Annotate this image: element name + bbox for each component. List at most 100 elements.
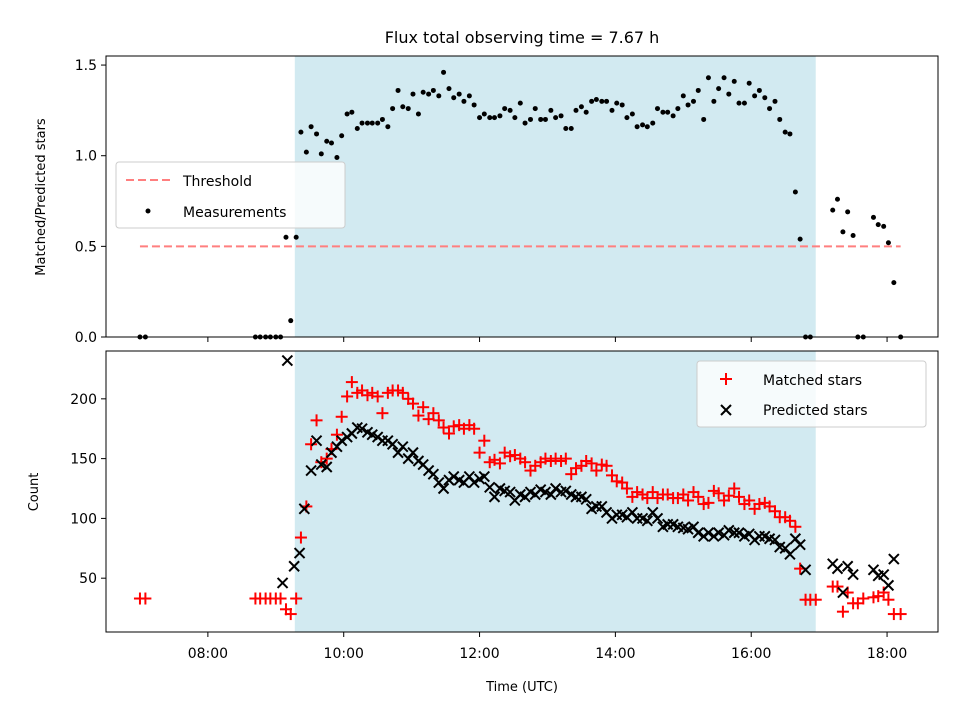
predicted-stars-point xyxy=(356,423,368,435)
measurements-point xyxy=(298,129,304,135)
measurements-point xyxy=(517,100,523,106)
measurements-point xyxy=(741,100,747,106)
predicted-stars-point xyxy=(877,568,890,581)
predicted-stars-point xyxy=(702,527,715,539)
measurements-point xyxy=(538,116,544,122)
predicted-stars-point xyxy=(769,534,781,546)
measurements-point xyxy=(512,115,518,121)
predicted-stars-point xyxy=(831,562,844,575)
bottom-xlabel: Time (UTC) xyxy=(485,680,558,695)
measurements-point xyxy=(650,120,656,126)
measurements-point xyxy=(644,124,650,130)
measurements-point xyxy=(654,106,660,112)
top-ylabel: Matched/Predicted stars xyxy=(34,118,49,276)
predicted-stars-point xyxy=(386,438,399,450)
measurements-point xyxy=(344,111,350,117)
matched-stars-point xyxy=(783,514,796,527)
matched-stars-point xyxy=(274,592,287,605)
measurements-point xyxy=(314,131,320,137)
predicted-legend-swatch xyxy=(720,404,732,416)
predicted-stars-point xyxy=(847,568,859,581)
measurements-point xyxy=(400,104,406,110)
matched-stars-point xyxy=(473,446,486,459)
measurements-point xyxy=(762,95,768,101)
measurements-point xyxy=(787,131,793,137)
matched-stars-point xyxy=(442,427,455,440)
top-ytick-label: 0.5 xyxy=(75,239,97,255)
matched-stars-point xyxy=(610,475,623,488)
measurements-point xyxy=(354,126,360,132)
measurements-point xyxy=(390,106,396,112)
bottom-panel: 50 100 150 200 08:00 10:00 12:00 14:00 16:00 18:0… xyxy=(27,350,939,695)
matched-stars-point xyxy=(569,462,582,475)
measurements-point xyxy=(619,102,625,108)
measurements-point xyxy=(328,140,334,146)
matched-stars-point xyxy=(836,605,849,618)
matched-stars-point xyxy=(320,452,333,465)
predicted-stars-point xyxy=(549,482,562,495)
top-ytick-label: 1.5 xyxy=(75,58,97,74)
matched-stars-point xyxy=(335,410,348,423)
predicted-stars-point xyxy=(784,548,796,560)
matched-stars-point xyxy=(702,496,715,509)
xtick-label: 08:00 xyxy=(188,646,228,662)
predicted-stars-point xyxy=(437,482,450,495)
xtick-label: 18:00 xyxy=(867,646,907,662)
predicted-stars-point xyxy=(478,470,491,483)
measurements-point xyxy=(604,98,610,104)
measurements-point xyxy=(731,78,737,84)
measurements-point xyxy=(695,87,701,93)
measurements-point xyxy=(548,107,554,113)
predicted-stars-point xyxy=(288,560,300,572)
matched-legend-swatch xyxy=(720,373,732,385)
matched-stars-point xyxy=(590,464,603,477)
top-observing-window xyxy=(294,56,816,337)
measurements-point xyxy=(405,106,411,112)
measurements-point xyxy=(593,97,599,103)
measurements-point xyxy=(477,115,483,121)
measurements-point xyxy=(507,107,513,113)
measurements-point xyxy=(792,189,798,195)
xtick-label: 16:00 xyxy=(731,646,771,662)
predicted-stars-point xyxy=(651,512,664,525)
measurements-point xyxy=(522,120,528,126)
bottom-axes-frame xyxy=(105,350,939,633)
measurements-point xyxy=(553,115,559,121)
bottom-ytick-label: 200 xyxy=(70,392,97,408)
measurements-point xyxy=(840,229,846,235)
matched-stars-point xyxy=(330,428,343,441)
measurements-point xyxy=(436,93,442,99)
measurements-point xyxy=(334,155,340,161)
top-panel: 0.0 0.5 1.0 1.5 Matched/Predicted stars Thr… xyxy=(34,55,939,346)
measurements-point xyxy=(583,109,589,115)
matched-stars-point xyxy=(345,376,358,389)
predicted-stars-point xyxy=(580,493,592,505)
measurements-point xyxy=(527,116,533,122)
measurements-point xyxy=(746,80,752,86)
predicted-stars-point xyxy=(888,553,900,565)
top-axes-frame xyxy=(105,55,939,338)
matched-stars-point xyxy=(857,592,870,605)
predicted-stars-point xyxy=(468,476,480,489)
measurements-point xyxy=(891,280,897,286)
measurements-point xyxy=(609,107,615,113)
matched-stars-point xyxy=(728,482,741,495)
measurements-legend-label: Measurements xyxy=(183,205,286,221)
measurements-point xyxy=(487,115,493,121)
measurements-point xyxy=(441,69,447,75)
measurements-legend-swatch xyxy=(145,208,151,214)
measurements-point xyxy=(451,95,457,101)
matched-stars-point xyxy=(559,452,572,465)
matched-stars-point xyxy=(341,390,354,403)
measurements-point xyxy=(430,87,436,93)
predicted-legend-label: Predicted stars xyxy=(763,403,868,419)
measurements-point xyxy=(491,115,497,121)
matched-stars-point xyxy=(427,407,440,420)
measurements-point xyxy=(364,120,370,126)
predicted-stars-point xyxy=(448,470,460,483)
predicted-stars-point xyxy=(310,434,323,447)
predicted-stars-point xyxy=(305,464,317,477)
xtick-label: 10:00 xyxy=(324,646,364,662)
predicted-stars-point xyxy=(882,579,895,592)
